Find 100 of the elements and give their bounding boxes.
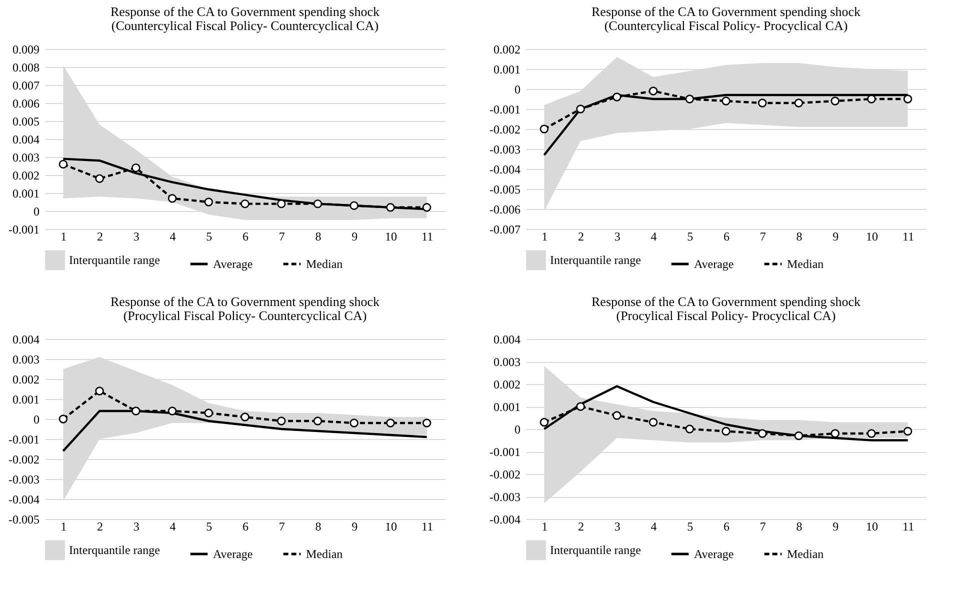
y-tick-label: -0.003 [8,472,40,486]
y-tick-label: -0.005 [8,512,40,526]
y-tick-label: -0.003 [490,490,520,504]
y-tick-label: -0.004 [490,512,520,526]
y-tick-label: 0.003 [12,352,40,366]
point [350,418,358,428]
point [685,94,694,104]
y-tick-label: 0.002 [12,168,40,182]
x-tick-label: 3 [133,230,140,244]
x-tick-label: 5 [206,520,212,534]
x-tick-label: 1 [542,230,548,244]
x-tick-label: 4 [650,230,657,244]
x-tick-label: 11 [902,520,914,534]
y-tick-label: -0.002 [490,468,520,482]
x-tick-label: 4 [170,520,176,534]
y-tick-label: 0.009 [12,42,40,56]
point [386,203,395,212]
point [132,406,140,416]
y-tick-label: -0.001 [8,432,40,446]
chart-title: Response of the CA to Government spending shock [592,294,861,309]
chart-subtitle: (Countercylical Fiscal Policy- Procyclical CA) [604,18,848,33]
x-tick-label: 4 [650,520,657,534]
point [867,429,876,438]
y-tick-label: -0.005 [490,182,520,196]
point [313,199,322,208]
point [204,408,213,418]
y-tick-label: 0 [34,412,40,426]
x-tick-label: 8 [315,230,322,244]
legend-label: Median [306,257,343,271]
x-tick-label: 8 [796,520,802,534]
point [794,431,804,440]
point [204,198,213,206]
y-tick-label: 0.001 [12,186,40,200]
point [95,386,104,396]
y-tick-label: 0.006 [12,96,40,110]
point [648,86,658,96]
y-tick-label: 0.004 [12,332,40,346]
x-tick-label: 2 [97,230,104,244]
y-tick-label: 0.005 [12,114,40,128]
point [58,160,68,169]
x-tick-label: 5 [687,230,694,244]
point [386,418,395,428]
y-tick-label: 0.003 [494,355,520,369]
x-tick-label: 6 [242,520,248,534]
y-tick-label: 0.001 [494,400,520,414]
chart-title: Response of the CA to Government spending shock [110,4,380,19]
x-tick-label: 3 [133,520,140,534]
legend-label: Median [787,257,824,271]
x-tick-label: 10 [384,230,397,244]
x-tick-label: 5 [687,520,694,534]
x-tick-label: 6 [242,230,248,244]
point [722,426,730,436]
y-tick-label: -0.001 [490,445,520,459]
x-tick-label: 1 [542,520,548,534]
point [758,429,767,438]
y-tick-label: -0.007 [490,222,520,236]
point [132,163,140,172]
legend-label: Average [213,547,253,561]
x-tick-label: 8 [315,520,322,534]
point [350,201,358,210]
point [612,411,622,420]
chart-title: Response of the CA to Government spending shock [592,4,861,19]
point [576,402,585,411]
y-tick-label: -0.002 [8,452,40,466]
legend-label: Interquantile range [550,543,641,558]
line-series [543,385,909,442]
y-tick-label: 0.003 [12,150,40,164]
x-tick-label: 3 [614,520,620,534]
x-tick-label: 11 [422,230,434,244]
point [830,96,840,106]
chart-subtitle: (Procylical Fiscal Policy- Countercyclical CA) [123,308,367,323]
x-tick-label: 9 [832,520,839,534]
x-tick-label: 7 [278,230,285,244]
x-tick-label: 8 [796,230,802,244]
point [612,92,622,102]
x-tick-label: 1 [60,520,67,534]
y-tick-label: -0.001 [490,102,520,116]
point [313,416,322,426]
point [540,124,549,134]
y-tick-label: 0.001 [494,62,520,76]
point [685,424,694,434]
x-tick-label: 6 [724,520,730,534]
x-tick-label: 2 [97,520,104,534]
y-tick-label: 0.008 [12,60,40,74]
y-tick-label: -0.006 [490,202,520,216]
point [722,96,730,106]
point [240,412,250,422]
point [903,426,912,436]
y-tick-label: 0.004 [494,332,520,346]
legend-label: Median [787,547,824,561]
x-tick-label: 9 [352,520,358,534]
y-tick-label: 0.002 [12,372,40,386]
x-tick-label: 11 [422,520,434,534]
y-tick-label: 0.004 [12,132,40,146]
y-tick-label: 0 [514,82,520,96]
x-tick-label: 11 [902,230,914,244]
y-tick-label: 0.001 [12,392,40,406]
point [95,174,104,183]
chart-subtitle: (Procylical Fiscal Policy- Procyclical CA) [616,308,836,323]
y-tick-label: 0.002 [494,42,520,56]
